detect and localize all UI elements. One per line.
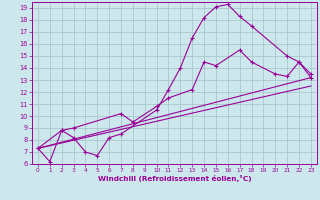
X-axis label: Windchill (Refroidissement éolien,°C): Windchill (Refroidissement éolien,°C) [98,175,251,182]
